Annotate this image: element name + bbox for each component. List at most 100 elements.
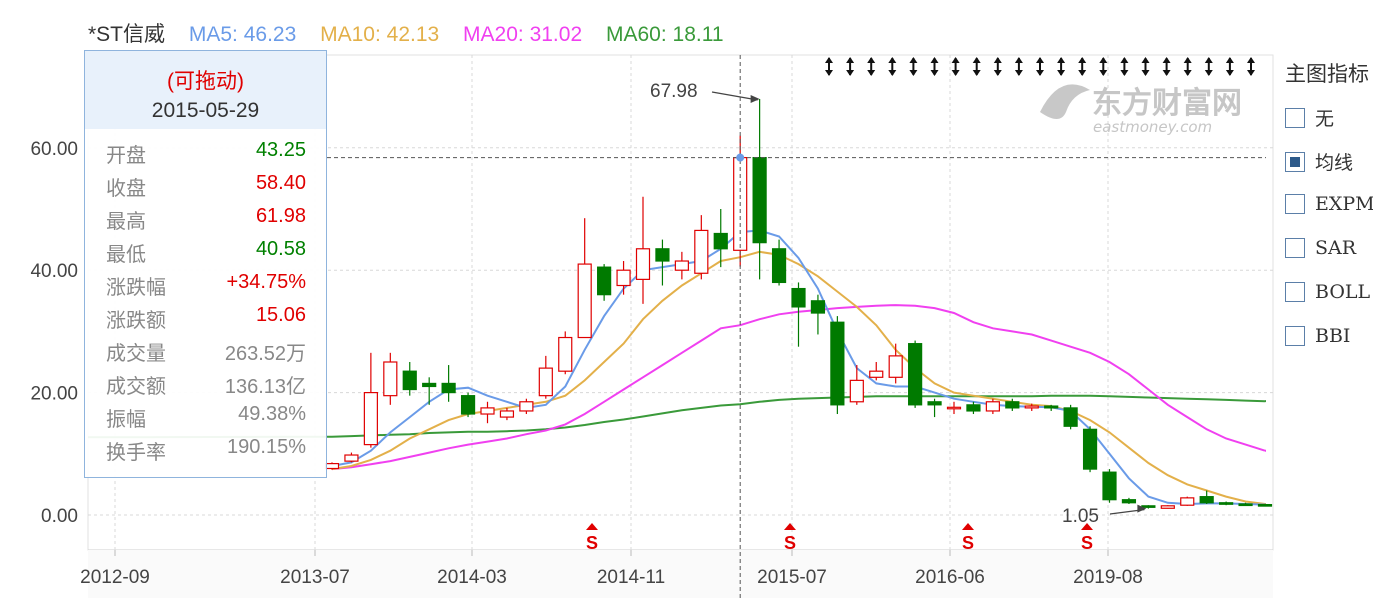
double-arrow-icon [1036,57,1044,76]
arrow-head-up [1078,57,1087,63]
candle [869,362,884,381]
tooltip-row-label: 最高 [106,211,146,233]
tooltip-row-label: 收盘 [106,178,146,200]
candle-body [577,263,592,339]
candle [946,401,962,415]
tooltip-row-value: +34.75% [226,271,306,293]
arrow-head-down [846,70,855,76]
indicator-option[interactable]: 无 [1285,104,1334,131]
indicator-option-label: 均线 [1315,152,1354,174]
arrow-head-down [1204,70,1213,76]
checkbox[interactable] [1285,194,1305,214]
double-arrow-icon [1141,57,1150,76]
candle-body [1005,401,1020,409]
tooltip-row-label: 振幅 [106,409,146,431]
candle-body [927,401,942,406]
tooltip-header[interactable]: (可拖动) 2015-05-29 [85,51,326,129]
arrow-head-down [1120,70,1129,76]
candle [1121,497,1137,504]
x-axis-band [88,550,1273,598]
arrow-head-down [1162,70,1171,76]
candle [383,352,398,405]
double-arrow-icon [846,57,855,76]
tooltip-row-label: 换手率 [106,442,166,464]
candle-body [752,156,767,244]
double-arrow-icon [993,57,1002,76]
min-annotation-arrow [1137,504,1147,513]
candle [635,196,651,304]
arrow-head-up [1036,57,1044,63]
arrow-head-up [1183,57,1192,63]
indicator-option[interactable]: BOLL [1285,280,1370,303]
candle-body [1024,405,1039,409]
s-marker-letter: S [586,533,598,553]
min-annotation-label: 1.05 [1062,506,1099,527]
tooltip-row: 换手率 190.15% [85,430,326,464]
candle-body [1160,505,1175,509]
tooltip-row-label: 成交量 [106,343,166,365]
x-tick-label: 2014-03 [437,567,507,588]
ma20-label: MA20: 31.02 [463,23,583,46]
checkbox[interactable] [1285,151,1305,172]
candle [849,365,864,405]
arrow-head-down [867,70,876,76]
candle-body [1219,502,1234,505]
ma60-line [331,394,1266,438]
indicator-option[interactable]: EXPMA [1285,192,1373,215]
ma5-label: MA5: 46.23 [188,23,297,46]
candle [402,362,417,396]
double-arrow-icon [867,57,876,76]
arrow-head-down [1225,70,1234,76]
arrow-head-down [909,70,918,76]
candle-body [519,401,534,412]
watermark-en: eastmoney.com [1093,118,1212,136]
tooltip-row: 涨跌额 15.06 [85,298,326,332]
max-annotation-line [711,91,758,101]
candle-body [1257,503,1273,507]
checkbox[interactable] [1285,326,1305,346]
candle-body [888,355,903,378]
candle-body [1199,496,1214,504]
arrow-head-up [1099,57,1108,63]
candle-body [791,287,806,308]
indicator-option[interactable]: SAR [1285,236,1356,259]
draggable-tooltip[interactable]: (可拖动) 2015-05-29 开盘 43.25 收盘 58.40 最高 61.98 最低… [84,50,327,478]
candle [1005,398,1020,411]
candle-body [1044,405,1059,409]
candle [324,462,340,470]
indicator-option-label: BOLL [1315,281,1371,303]
x-tick-label: 2013-07 [280,567,350,588]
candles [324,98,1273,509]
candle-body [363,392,378,446]
arrow-head-up [993,57,1002,63]
arrow-head-up [867,57,876,63]
arrow-head-down [1078,70,1087,76]
candle [927,398,942,418]
s-marker-icon: S [1081,523,1093,553]
checkbox[interactable] [1285,282,1305,302]
arrow-head-up [1204,57,1213,63]
checkbox[interactable] [1285,238,1305,258]
candle-body [422,382,437,388]
indicator-option[interactable]: 均线 [1285,148,1353,175]
tooltip-row-value: 136.13亿 [224,376,306,398]
candle [499,407,515,421]
candle-body [908,343,923,406]
indicator-option[interactable]: BBI [1285,324,1350,347]
crosshair-point [736,153,745,162]
candle-body [655,248,670,262]
tooltip-row-label: 成交额 [106,376,166,398]
checkbox[interactable] [1285,107,1305,128]
candle-body [1121,499,1137,504]
drag-hint: (可拖动) [167,70,244,93]
candle [616,261,631,295]
ma-legend: *ST信威 MA5: 46.23 MA10: 42.13 MA20: 31.02… [88,18,742,48]
arrow-head-down [951,70,960,76]
candle-body [558,336,573,372]
arrow-head-up [951,57,960,63]
double-arrow-icon [888,57,897,76]
arrow-head-up [888,57,897,63]
tooltip-row: 开盘 43.25 [85,133,326,167]
arrow-head-up [1057,57,1066,63]
x-tick-label: 2016-06 [915,567,985,588]
